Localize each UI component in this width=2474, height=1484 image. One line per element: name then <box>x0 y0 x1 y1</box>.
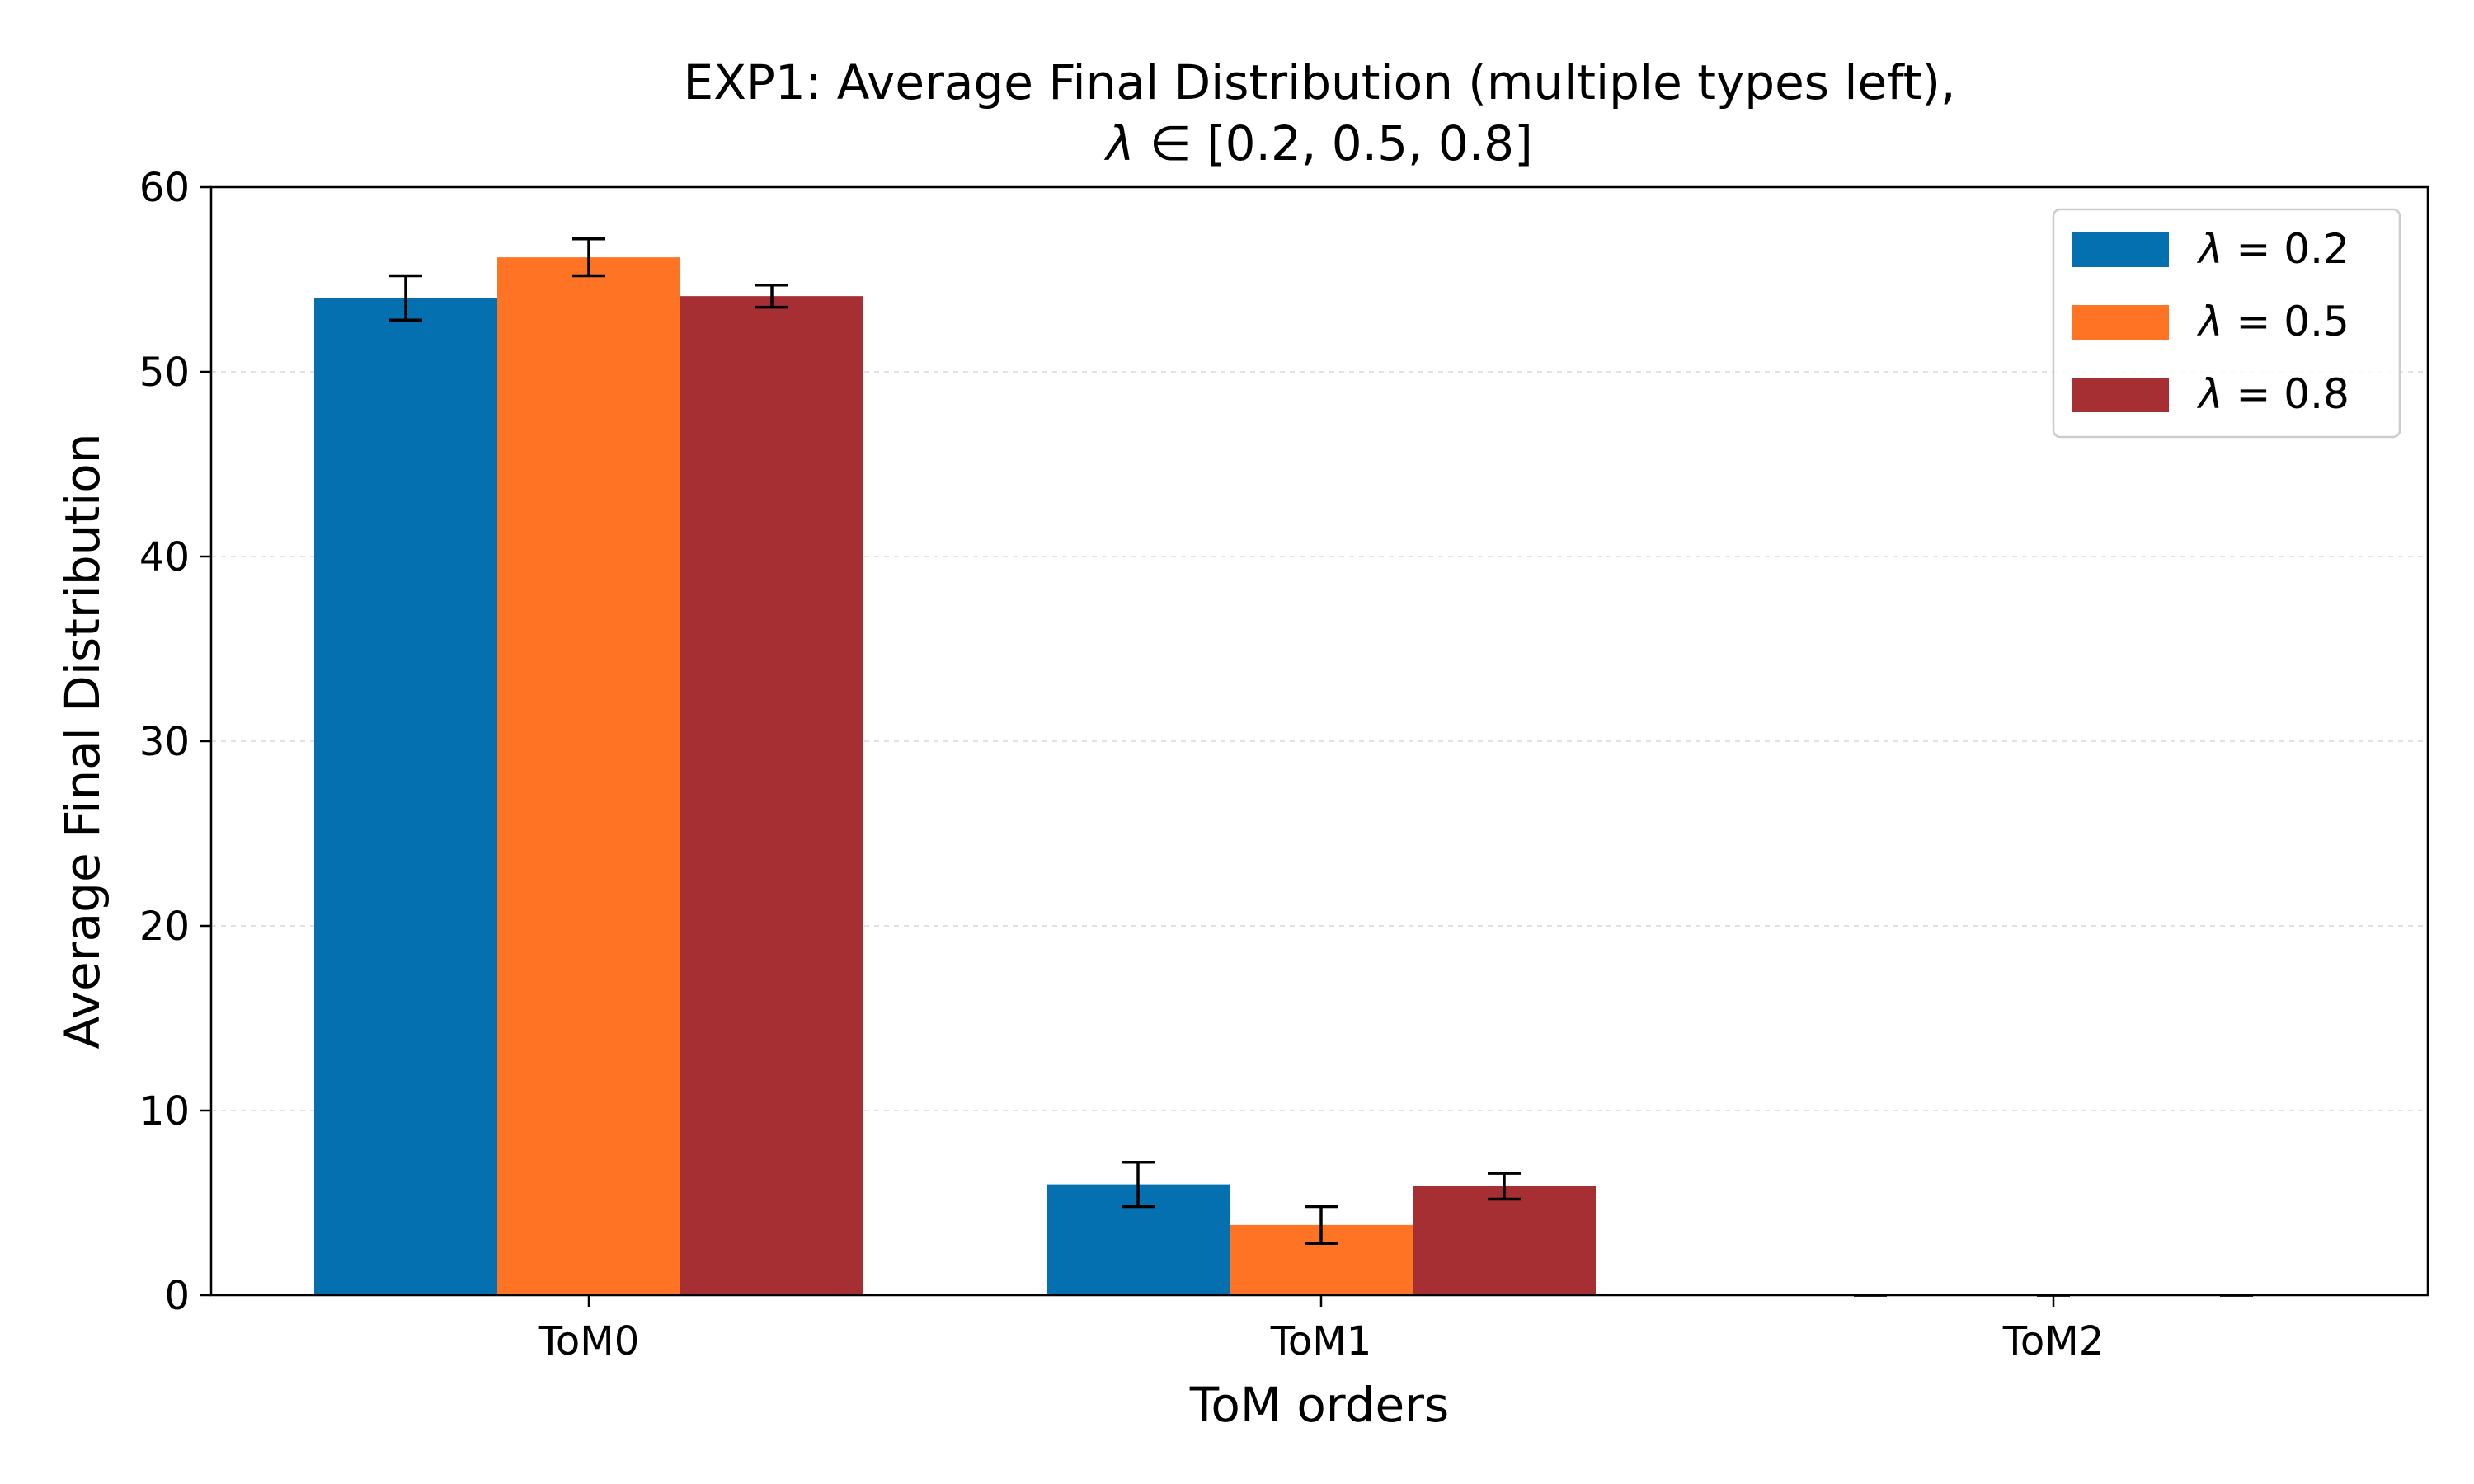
chart-title-line-2: λ ∈ [0.2, 0.5, 0.8] <box>1103 115 1532 171</box>
title-lambda-symbol: λ <box>1103 115 1134 171</box>
legend-swatch <box>2072 378 2169 412</box>
legend-lambda-symbol: λ <box>2196 370 2223 418</box>
y-tick-label: 50 <box>139 350 190 396</box>
axis-ticks: 0 10 20 30 40 50 60 ToM0 ToM1 ToM2 <box>139 165 2104 1364</box>
title-lambda-range: ∈ [0.2, 0.5, 0.8] <box>1135 115 1533 171</box>
chart-title-line-1: EXP1: Average Final Distribution (multip… <box>684 54 1956 110</box>
legend-swatch <box>2072 305 2169 340</box>
legend-label: λ = 0.8 <box>2196 370 2349 418</box>
y-tick-label: 10 <box>139 1088 190 1134</box>
legend-label: λ = 0.2 <box>2196 225 2349 273</box>
legend-lambda-value: = 0.8 <box>2223 370 2349 418</box>
x-axis-label: ToM orders <box>1189 1377 1449 1433</box>
x-tick-label: ToM1 <box>1270 1318 1371 1364</box>
bars <box>314 257 1596 1295</box>
bar <box>497 257 680 1295</box>
legend-lambda-value: = 0.2 <box>2223 225 2349 273</box>
y-tick-label: 40 <box>139 534 190 580</box>
legend-lambda-symbol: λ <box>2196 225 2223 273</box>
y-axis-label: Average Final Distribution <box>54 433 111 1049</box>
legend-lambda-value: = 0.5 <box>2223 298 2349 345</box>
legend-swatch <box>2072 232 2169 267</box>
bar <box>314 298 497 1295</box>
y-tick-label: 0 <box>164 1273 190 1319</box>
y-tick-label: 20 <box>139 904 190 950</box>
legend: λ = 0.2λ = 0.5λ = 0.8 <box>2052 208 2401 439</box>
y-tick-label: 60 <box>139 165 190 211</box>
legend-label: λ = 0.5 <box>2196 298 2349 345</box>
bar <box>680 296 863 1295</box>
x-tick-label: ToM0 <box>538 1318 639 1364</box>
legend-lambda-symbol: λ <box>2196 298 2223 345</box>
x-tick-label: ToM2 <box>2002 1318 2104 1364</box>
bar <box>1413 1186 1596 1295</box>
y-tick-label: 30 <box>139 719 190 765</box>
